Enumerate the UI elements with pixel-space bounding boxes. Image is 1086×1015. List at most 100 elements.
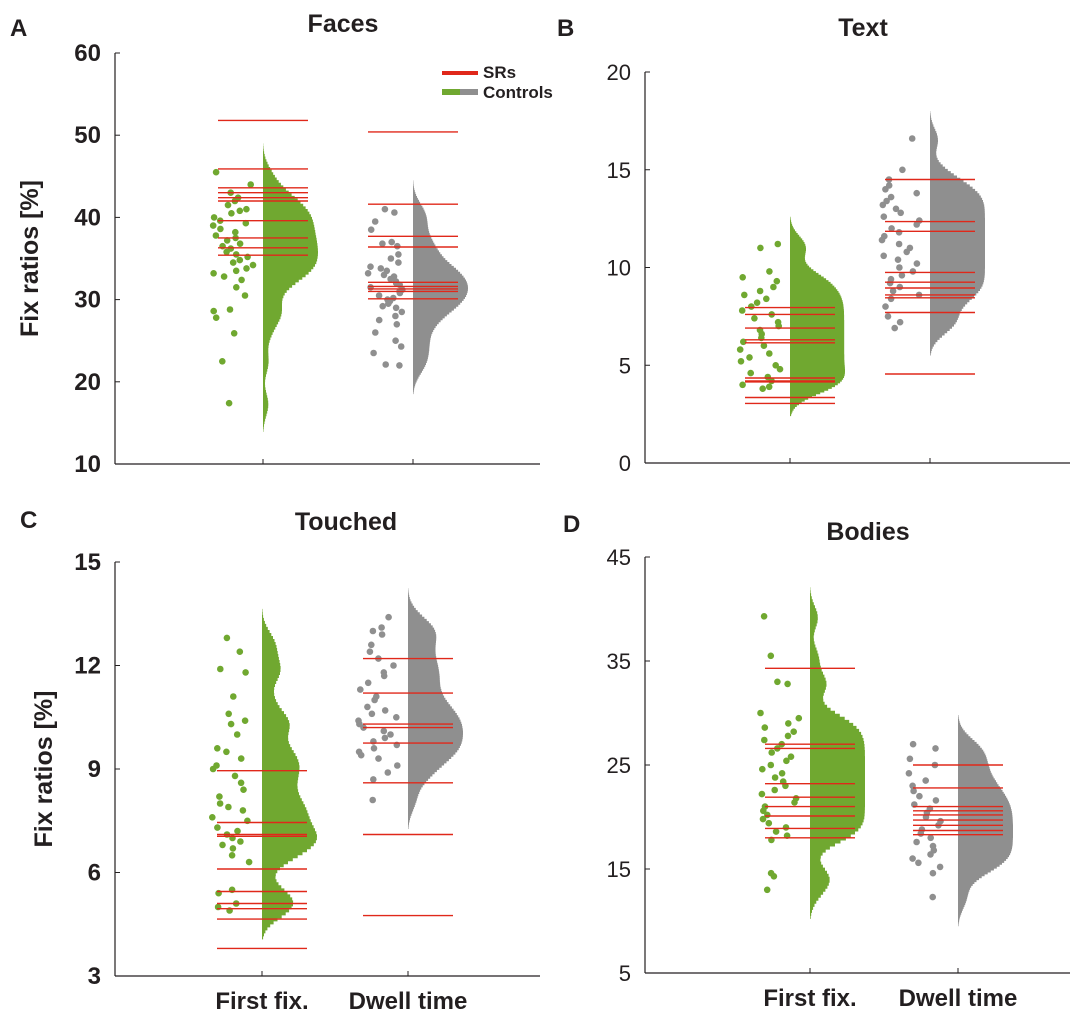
y-tick-label: 5 (619, 353, 631, 378)
control-point (909, 855, 916, 862)
control-point (896, 264, 903, 271)
control-point (878, 236, 886, 244)
control-point (237, 779, 245, 787)
control-point (784, 732, 792, 740)
control-point (739, 381, 746, 389)
control-point (741, 291, 748, 299)
control-point (375, 316, 383, 324)
control-point (887, 193, 895, 201)
control-point (895, 240, 903, 248)
control-point (381, 205, 389, 213)
control-point (210, 307, 217, 315)
control-point (367, 284, 374, 291)
control-point (242, 219, 250, 227)
panel-title: Bodies (826, 518, 909, 546)
control-point (368, 641, 375, 649)
control-point (245, 858, 253, 866)
control-point (790, 728, 797, 735)
control-point (243, 265, 250, 272)
x-category-label: Dwell time (899, 985, 1018, 1012)
dwell-time-density (930, 111, 985, 356)
y-tick-label: 5 (619, 961, 631, 986)
control-point (787, 753, 795, 760)
control-point (397, 343, 405, 350)
control-point (210, 270, 217, 277)
control-point (906, 755, 914, 763)
panel-letter: B (557, 15, 574, 42)
control-point (772, 362, 779, 369)
control-point (375, 292, 383, 299)
control-point (888, 225, 895, 232)
y-tick-label: 20 (74, 369, 101, 396)
control-point (761, 724, 769, 731)
panel-d: D Bodies 5 15 25 35 45 First fix. Dwell time (563, 511, 1070, 1012)
control-point (791, 799, 798, 806)
control-point (381, 734, 389, 742)
control-point (932, 797, 940, 804)
control-point (772, 828, 780, 835)
control-point (370, 349, 377, 357)
control-point (760, 613, 768, 620)
control-point (771, 774, 779, 781)
control-point (387, 731, 394, 738)
control-point (233, 284, 240, 291)
y-tick-label: 60 (74, 40, 101, 67)
panel-title: Text (838, 14, 888, 42)
control-point (889, 287, 897, 295)
control-point (757, 709, 764, 717)
control-point (364, 679, 372, 687)
control-point (367, 226, 375, 233)
control-point (395, 251, 402, 258)
control-point (391, 209, 398, 216)
control-point (384, 769, 392, 776)
control-point (369, 796, 377, 804)
control-point (380, 672, 388, 680)
control-point (892, 205, 900, 213)
control-point (225, 803, 232, 811)
control-point (905, 770, 913, 777)
y-tick-label: 0 (619, 451, 631, 476)
control-point (903, 248, 910, 256)
y-tick-label: 6 (88, 860, 101, 887)
control-point (393, 714, 400, 721)
control-point (357, 751, 365, 759)
y-tick-label: 15 (607, 857, 631, 882)
control-point (394, 242, 401, 250)
control-point (886, 279, 894, 287)
control-point (922, 777, 929, 784)
panel-title: Touched (295, 508, 397, 536)
control-point (760, 807, 767, 815)
control-point (891, 324, 898, 332)
control-point (766, 268, 773, 275)
first-fix-density (263, 143, 318, 432)
control-point (396, 362, 403, 369)
control-point (908, 135, 916, 142)
control-point (927, 834, 934, 842)
panel-letter: A (10, 15, 27, 42)
control-point (249, 261, 257, 269)
control-point (896, 283, 904, 291)
control-point (370, 776, 377, 783)
y-tick-label: 50 (74, 122, 101, 149)
control-point (216, 793, 223, 800)
control-point (896, 318, 904, 326)
control-point (394, 762, 401, 769)
control-point (229, 845, 237, 852)
control-point (751, 315, 758, 322)
control-point (387, 255, 395, 262)
control-point (740, 338, 747, 346)
control-point (784, 680, 791, 688)
control-point (738, 307, 746, 314)
first-fix-density (262, 608, 317, 940)
control-point (233, 731, 241, 738)
control-point (770, 873, 778, 880)
first-fix-density (810, 587, 865, 919)
control-point (379, 240, 386, 247)
control-point (223, 237, 231, 244)
control-point (367, 263, 374, 271)
control-point (231, 772, 239, 780)
control-point (895, 229, 903, 236)
control-point (236, 648, 244, 655)
control-point (392, 304, 400, 312)
